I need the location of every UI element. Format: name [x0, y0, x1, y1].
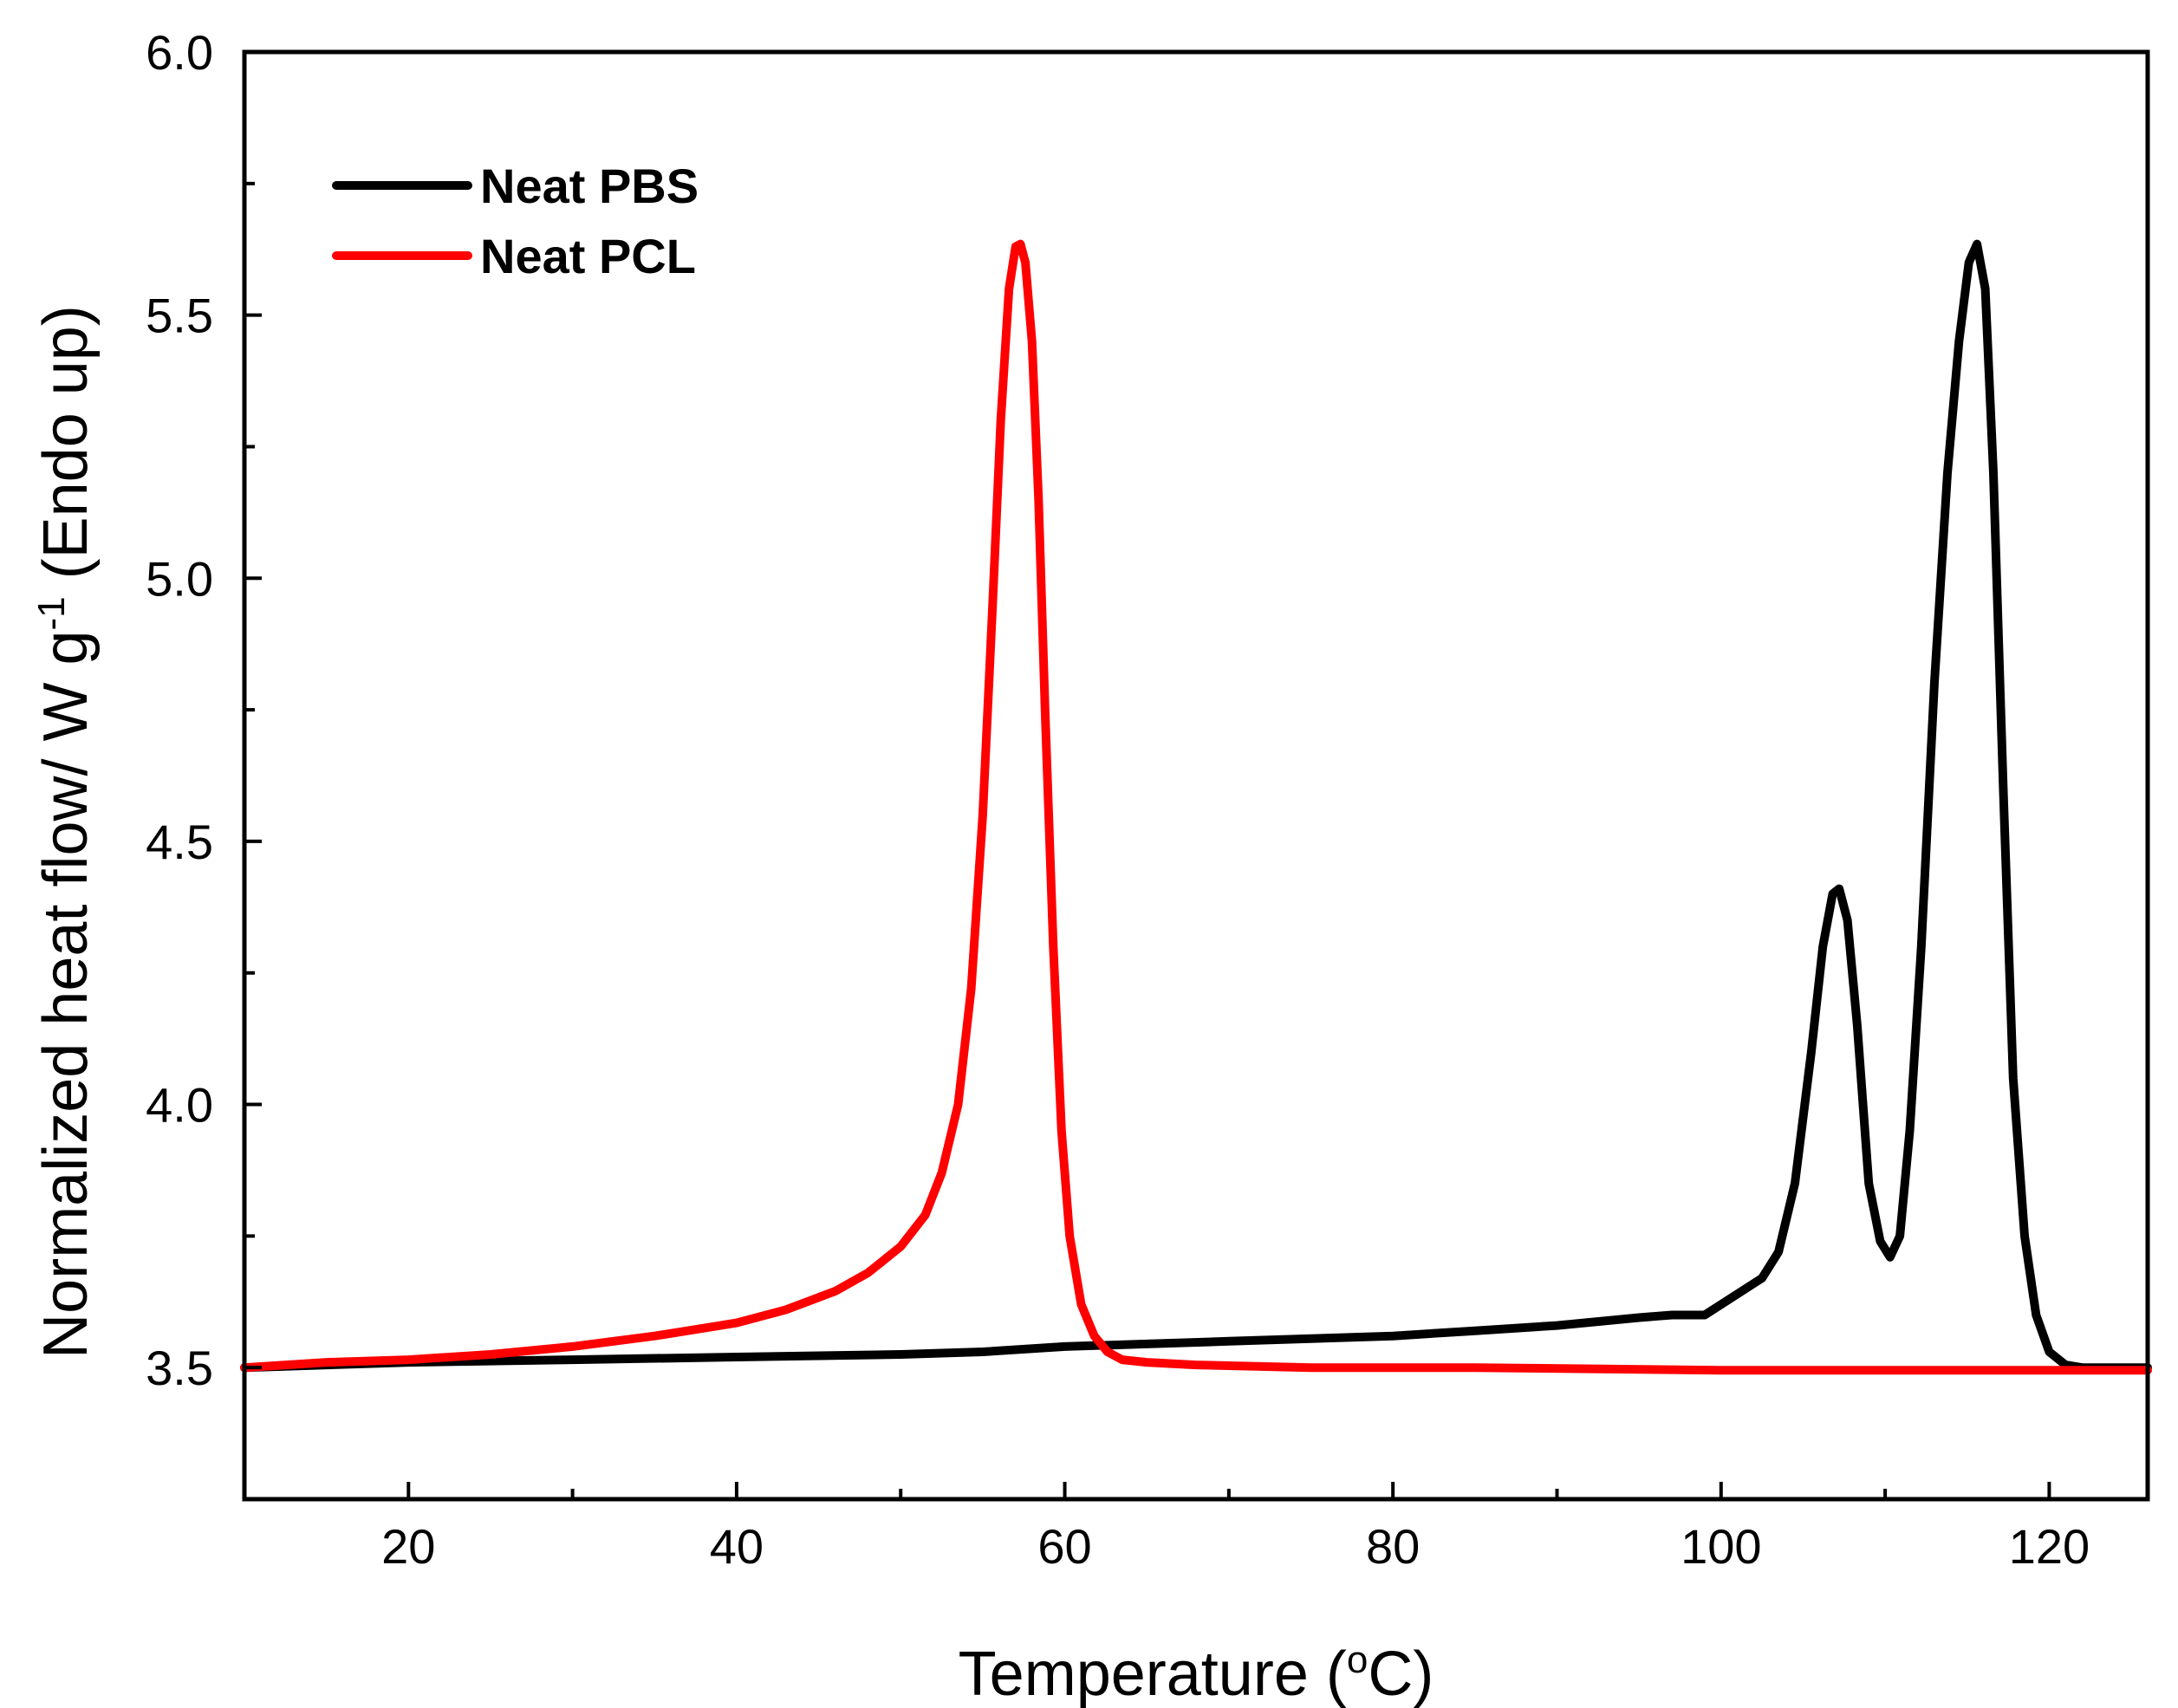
- x-tick-label: 100: [1681, 1519, 1761, 1574]
- x-tick-label: 40: [710, 1519, 764, 1574]
- y-axis-title: Normalized heat flow/ W g-1 (Endo up): [30, 305, 101, 1359]
- x-tick-label: 60: [1037, 1519, 1091, 1574]
- y-tick-label: 3.5: [146, 1341, 213, 1395]
- legend: Neat PBS Neat PCL: [332, 159, 699, 283]
- x-tick-label: 20: [381, 1519, 435, 1574]
- series-layer: [240, 239, 2152, 1375]
- x-tick-label: 80: [1366, 1519, 1420, 1574]
- y-tick-label: 6.0: [146, 25, 213, 80]
- axis-tick-labels: 20 40 60 80 100 120 3.5 4.0 4.5 5.0 5.5 6.0: [146, 25, 2090, 1574]
- x-tick-label: 120: [2009, 1519, 2090, 1574]
- y-tick-label: 4.5: [146, 815, 213, 869]
- series-line-neat-pcl: [240, 239, 2152, 1375]
- plot-frame: [242, 49, 2150, 1502]
- axis-ticks: [243, 50, 2051, 1501]
- y-tick-label: 5.0: [146, 551, 213, 606]
- legend-label-neat-pbs: Neat PBS: [480, 159, 699, 213]
- x-axis-title: Temperature (oC): [959, 1639, 1434, 1708]
- y-tick-label: 4.0: [146, 1078, 213, 1133]
- series-line-neat-pbs: [240, 239, 2152, 1373]
- legend-label-neat-pcl: Neat PCL: [480, 229, 696, 283]
- y-tick-label: 5.5: [146, 289, 213, 343]
